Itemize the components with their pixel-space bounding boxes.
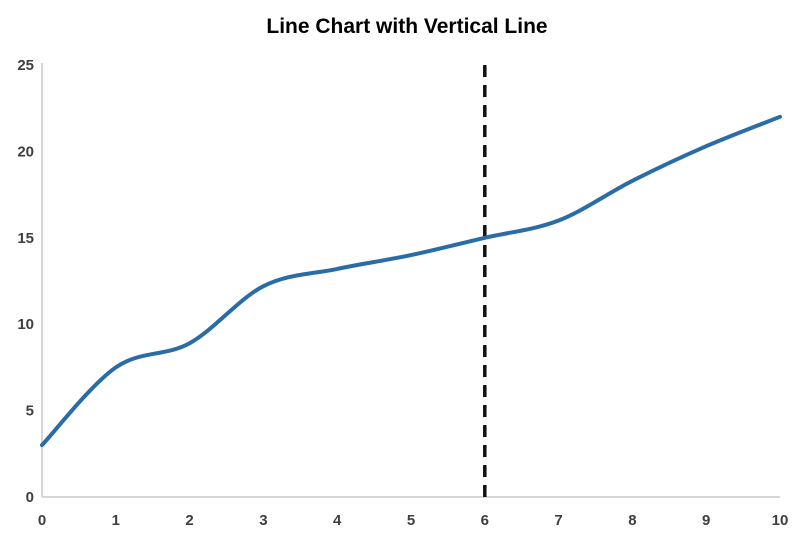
x-tick-labels: 0 1 2 3 4 5 6 7 8 9 10: [38, 512, 789, 529]
x-tick-label: 7: [554, 512, 562, 529]
chart-title: Line Chart with Vertical Line: [266, 15, 547, 38]
y-tick-label: 5: [26, 403, 34, 420]
x-tick-label: 6: [481, 512, 489, 529]
x-tick-label: 0: [38, 512, 46, 529]
x-tick-label: 9: [702, 512, 710, 529]
y-tick-labels: 0 5 10 15 20 25: [17, 57, 34, 506]
x-tick-label: 3: [259, 512, 267, 529]
x-tick-label: 1: [112, 512, 120, 529]
x-tick-label: 4: [333, 512, 342, 529]
x-tick-label: 8: [628, 512, 636, 529]
y-tick-label: 10: [17, 316, 34, 333]
x-tick-label: 2: [185, 512, 193, 529]
x-tick-label: 5: [407, 512, 415, 529]
y-tick-label: 15: [17, 230, 34, 247]
x-tick-label: 10: [772, 512, 789, 529]
y-tick-label: 20: [17, 143, 34, 160]
axes: [41, 63, 780, 498]
y-tick-label: 0: [26, 489, 34, 506]
data-line: [40, 114, 782, 448]
y-tick-label: 25: [17, 57, 34, 74]
